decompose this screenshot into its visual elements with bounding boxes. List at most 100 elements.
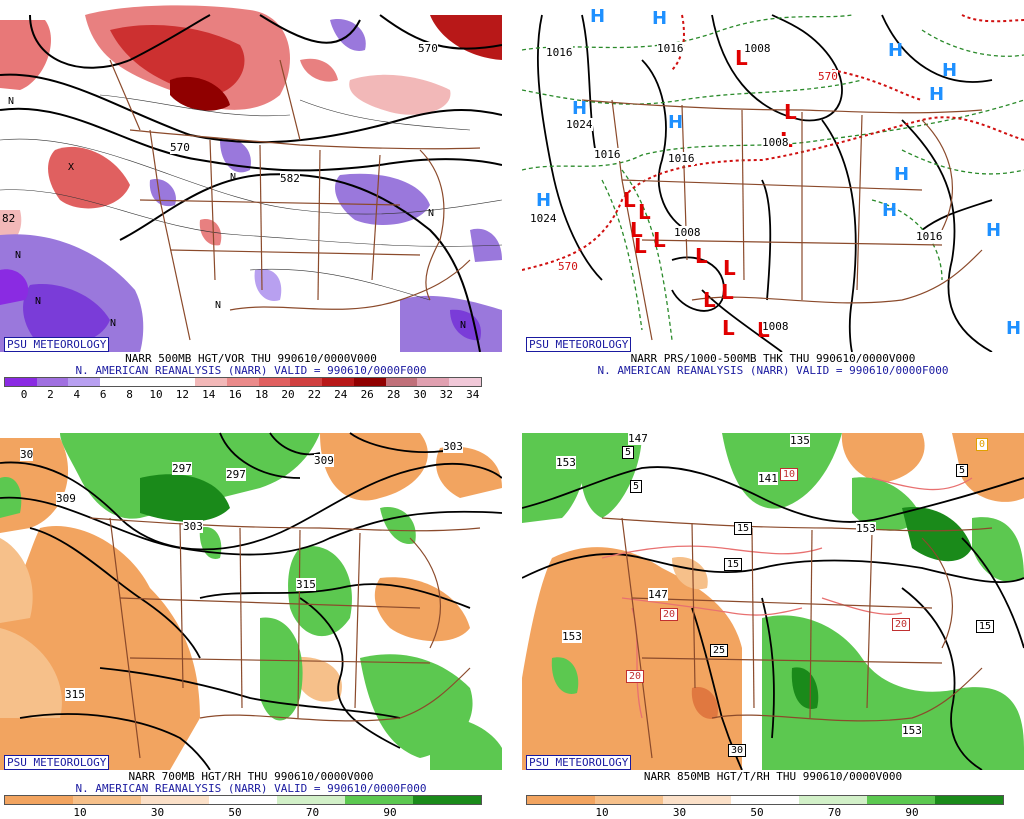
rh-850mb-map (522, 418, 1024, 770)
temp-label-box: 5 (956, 464, 969, 477)
height-label: 147 (648, 588, 668, 601)
vort-max-marker: N (8, 96, 15, 107)
height-label: 297 (172, 462, 192, 475)
rh-colorbar-ticks: 10 30 50 70 90 (526, 806, 1002, 819)
colorbar-tick-label: 30 (150, 806, 165, 819)
panel-subtitle: N. AMERICAN REANALYSIS (NARR) VALID = 99… (597, 364, 949, 377)
height-label: 297 (226, 468, 246, 481)
low-pressure-marker: L (703, 288, 716, 312)
high-pressure-marker: H (668, 112, 684, 133)
psu-meteorology-badge: PSU METEOROLOGY (526, 337, 632, 352)
isobar-label: 1016 (594, 148, 621, 161)
colorbar-tick-label: 50 (228, 806, 242, 819)
colorbar-segment (449, 378, 481, 386)
high-pressure-marker: H (590, 6, 606, 27)
colorbar-tick-label: 90 (905, 806, 919, 819)
colorbar-tick-label: 14 (202, 388, 216, 401)
height-label: 309 (56, 492, 76, 505)
vort-max-marker: N (110, 318, 117, 329)
colorbar-tick-label: 34 (466, 388, 480, 401)
low-pressure-marker: L (722, 316, 735, 340)
colorbar-tick-label: 90 (383, 806, 397, 819)
colorbar-segment (73, 796, 141, 804)
colorbar-segment (290, 378, 323, 386)
panel-title: NARR PRS/1000-500MB THK THU 990610/0000V… (630, 352, 916, 365)
colorbar-segment (595, 796, 663, 804)
colorbar-tick-label: 4 (73, 388, 81, 401)
vorticity-map (0, 0, 502, 352)
colorbar-tick-label: 22 (307, 388, 322, 401)
vort-max-marker: N (428, 208, 435, 219)
temp-label-box: 25 (710, 644, 729, 657)
temp-label-box: 20 (626, 670, 645, 683)
height-label: 303 (183, 520, 203, 533)
isobar-label: 1024 (566, 118, 593, 131)
colorbar-tick-label: 28 (386, 388, 401, 401)
colorbar-segment (731, 796, 799, 804)
isobar-label: 1016 (668, 152, 695, 165)
panel-subtitle: N. AMERICAN REANALYSIS (NARR) VALID = 99… (75, 364, 427, 377)
colorbar-tick-label: 12 (175, 388, 190, 401)
low-pressure-marker: L (723, 256, 736, 280)
colorbar-tick-label: 2 (47, 388, 54, 401)
height-label: 309 (314, 454, 334, 467)
colorbar-segment (258, 378, 291, 386)
vort-max-marker: N (215, 300, 222, 311)
height-label: 315 (296, 578, 316, 591)
rh-colorbar (4, 795, 482, 805)
colorbar-segment (36, 378, 69, 386)
height-label: 135 (790, 434, 810, 447)
colorbar-tick-label: 6 (99, 388, 107, 401)
height-label: 153 (902, 724, 922, 737)
high-pressure-marker: H (882, 200, 898, 221)
colorbar-tick-label: 20 (281, 388, 295, 401)
colorbar-tick-label: 18 (254, 388, 269, 401)
pressure-map (522, 0, 1024, 352)
colorbar-tick-label: 50 (750, 806, 764, 819)
colorbar-segment (867, 796, 935, 804)
height-label: 30 (20, 448, 34, 461)
map-700mb: 30 309 297 297 309 303 315 315 303 (0, 418, 502, 770)
vort-max-marker: N (15, 250, 22, 261)
panel-title: NARR 500MB HGT/VOR THU 990610/0000V000 (125, 352, 377, 365)
vort-max-marker: N (230, 172, 237, 183)
temp-label-box: 20 (660, 608, 679, 621)
map-pressure: H H H H H H H H H H H H L L L L L L L L … (522, 0, 1024, 352)
colorbar-segment (527, 796, 595, 804)
high-pressure-marker: H (929, 84, 945, 105)
colorbar-tick-label: 32 (439, 388, 454, 401)
low-pressure-marker: L (630, 218, 643, 242)
rh-colorbar-ticks: 10 30 50 70 90 (4, 806, 480, 819)
map-500mb: 570 582 570 82 N N N N N X N N N (0, 0, 502, 352)
colorbar-segment (322, 378, 354, 386)
colorbar-tick-label: 10 (73, 806, 87, 819)
colorbar-tick-label: 8 (126, 388, 133, 401)
high-pressure-marker: H (888, 40, 904, 61)
isobar-label: 1016 (546, 46, 573, 59)
low-pressure-marker: L (653, 228, 666, 252)
isobar-label: 1008 (762, 320, 789, 333)
high-pressure-marker: H (1006, 318, 1022, 339)
height-label: 303 (443, 440, 463, 453)
high-pressure-marker: H (572, 98, 588, 119)
low-pressure-marker: L (638, 200, 651, 224)
vorticity-colorbar-ticks: 0 2 4 6 8 10 12 14 16 18 20 22 24 26 28 30 32 34 (4, 388, 480, 401)
isobar-label: 1016 (657, 42, 684, 55)
colorbar-tick-label: 30 (672, 806, 687, 819)
vort-max-marker: N (35, 296, 42, 307)
height-label: 315 (65, 688, 85, 701)
height-label: 153 (556, 456, 576, 469)
colorbar-tick-label: 70 (827, 806, 842, 819)
colorbar-segment (131, 378, 164, 386)
contour-label-570b: 570 (418, 42, 438, 55)
map-850mb: 153 147 153 153 141 135 147 153 5 5 10 1… (522, 418, 1024, 770)
temp-label-box: 10 (780, 468, 799, 481)
low-pressure-marker: L (695, 244, 708, 268)
panel-700mb-rh: 30 309 297 297 309 303 315 315 303 PSU M… (0, 418, 502, 819)
colorbar-segment (663, 796, 731, 804)
high-pressure-marker: H (942, 60, 958, 81)
colorbar-tick-label: 70 (305, 806, 320, 819)
vort-max-marker: N (460, 320, 467, 331)
contour-label-570: 570 (170, 141, 190, 154)
low-pressure-marker: L (721, 280, 734, 304)
